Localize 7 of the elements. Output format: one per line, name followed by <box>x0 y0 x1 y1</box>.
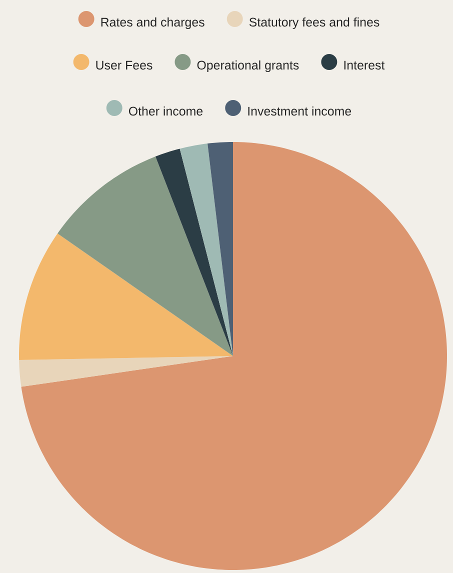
legend-label: Rates and charges <box>101 17 204 30</box>
legend-label: Other income <box>128 106 203 116</box>
legend-label: Investment income <box>248 106 352 116</box>
legend-label: Interest <box>344 60 385 70</box>
legend-label: Statutory fees and fines <box>249 17 380 30</box>
legend-label: Operational grants <box>197 60 299 72</box>
legend-label: User Fees <box>96 60 152 70</box>
